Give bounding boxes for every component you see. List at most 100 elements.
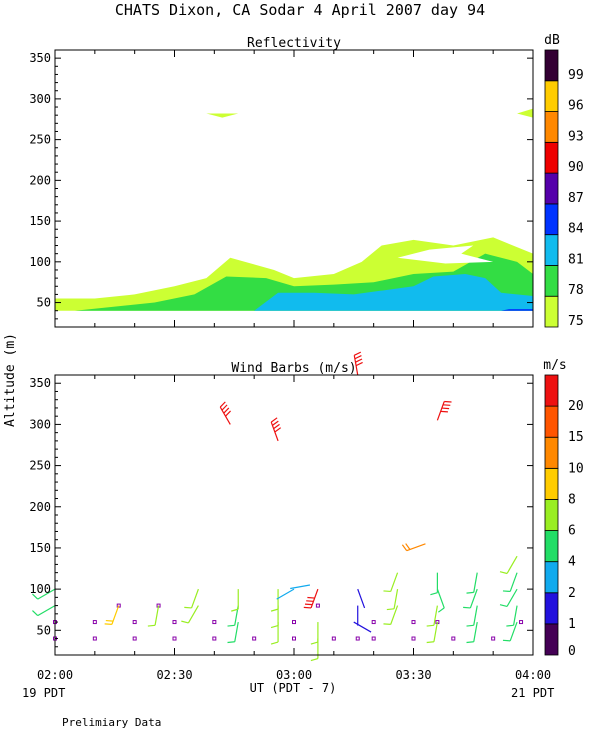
colorbar-label-15: 15 [568, 430, 584, 445]
wind-barb-flag [466, 641, 474, 644]
wind-barb-flag [466, 624, 474, 627]
calm-marker-17-0 [519, 620, 524, 625]
reflectivity-panel: Reflectivity 50 100 150 200 250 300 350 75 78 81 84… [29, 33, 584, 329]
reflectivity-region-81-2 [254, 274, 533, 311]
wind-barb-shaft [190, 588, 199, 609]
wind-barb-flag [272, 420, 279, 426]
calm-marker-5-1 [172, 620, 177, 625]
x-axis-label: UT (PDT - 7) [250, 681, 337, 695]
wind-barb-7 [227, 605, 239, 627]
wind-barb-flag [466, 591, 474, 594]
wind-barb-shaft [469, 588, 478, 609]
wind-barb-flag [223, 407, 230, 414]
wind-barb-flag [426, 624, 434, 627]
wind-barb-19 [353, 621, 372, 633]
wind-barb-flag [499, 604, 508, 608]
wind-barb-shaft [509, 621, 518, 642]
wind-barb-flag [441, 407, 450, 410]
wind-barb-shaft [433, 621, 438, 642]
wind-barb-18 [357, 588, 366, 609]
colorbar-swatch-4 [544, 530, 559, 563]
reflectivity-region-75-5 [517, 108, 533, 118]
wind-barb-flag [426, 641, 434, 644]
colorbar-label-84: 84 [568, 222, 584, 237]
wind-barb-shaft [187, 605, 199, 624]
refl-ytick-label: 250 [29, 133, 51, 147]
wind-barb-6 [227, 621, 239, 644]
calm-marker-5-0 [172, 636, 177, 641]
wind-barb-23 [426, 621, 438, 644]
wind-barb-shaft [353, 621, 372, 633]
wind-ytick-label: 50 [37, 623, 51, 637]
wind-barb-flag [354, 355, 362, 360]
refl-panel-title: Reflectivity [247, 36, 341, 51]
wind-barb-shaft [436, 588, 445, 609]
refl-ytick-label: 50 [37, 296, 51, 310]
wind-barb-flag [383, 590, 391, 593]
wind-barb-shaft [390, 605, 399, 625]
colorbar-unit: dB [544, 33, 560, 48]
reflectivity-clear-area-0 [397, 245, 494, 264]
wind-ytick-label: 150 [29, 541, 51, 555]
wind-barb-flag [221, 404, 228, 411]
wind-barb-28 [466, 621, 478, 644]
wind-barb-shaft [433, 605, 438, 626]
wind-ytick-label: 250 [29, 459, 51, 473]
colorbar-label-4: 4 [568, 555, 576, 570]
wind-barb-flag [270, 417, 278, 423]
wind-barb-flag [437, 607, 445, 613]
wind-barb-flag [430, 592, 438, 596]
colorbar-swatch-15 [544, 405, 559, 438]
xtick-label: 02:30 [156, 668, 192, 682]
wind-barb-shaft [154, 605, 160, 626]
wind-barb-35 [502, 572, 518, 593]
wind-barb-38 [270, 417, 282, 442]
wind-barb-4 [181, 605, 199, 624]
wind-barb-flag [227, 624, 235, 627]
wind-barb-flag [274, 427, 282, 433]
reflectivity-region-84-3 [501, 309, 533, 311]
wind-barb-flag [506, 624, 514, 627]
colorbar-label-90: 90 [568, 160, 584, 175]
wind-barb-shaft [276, 588, 295, 600]
colorbar-swatch-20 [544, 374, 559, 407]
refl-ytick-label: 200 [29, 173, 51, 187]
wind-barb-22 [383, 572, 399, 593]
reflectivity-region-75-4 [206, 113, 239, 118]
colorbar-swatch-2 [544, 561, 559, 594]
calm-marker-6-1 [212, 620, 217, 625]
wind-barb-shaft [357, 588, 366, 609]
colorbar-swatch-75 [544, 295, 559, 328]
wind-barb-8 [231, 589, 239, 612]
calm-marker-11-0 [355, 636, 360, 641]
wind-barb-flag [304, 603, 313, 606]
calm-marker-12-1 [371, 620, 376, 625]
wind-barb-flag [306, 600, 314, 602]
colorbar-label-75: 75 [568, 314, 584, 329]
calm-marker-7-0 [252, 636, 257, 641]
xtick-label: 04:00 [515, 668, 551, 682]
colorbar-label-81: 81 [568, 252, 584, 267]
refl-ytick-label: 350 [29, 51, 51, 65]
wind-barb-flag [401, 544, 408, 552]
wind-barb-flag [386, 608, 395, 611]
wind-barb-flag [307, 596, 315, 599]
xtick-label: 02:00 [37, 668, 73, 682]
wind-barb-flag [499, 571, 508, 575]
wind-barb-0 [32, 605, 56, 617]
wind-barbs-panel: Wind Barbs (m/s)5010015020025030035002:0… [29, 351, 584, 682]
wind-barb-shaft [513, 605, 518, 626]
wind-barb-31 [466, 572, 478, 594]
wind-barb-3 [147, 605, 160, 627]
wind-barb-2 [104, 605, 120, 625]
wind-barb-flag [32, 593, 39, 600]
wind-barb-flag [440, 410, 448, 413]
wind-barb-24 [426, 605, 438, 627]
wind-barb-30 [463, 588, 478, 609]
colorbar-swatch-99 [544, 49, 559, 82]
colorbar-swatch-96 [544, 80, 559, 112]
wind-barb-flag [270, 641, 279, 645]
wind-barb-shaft [506, 588, 518, 607]
